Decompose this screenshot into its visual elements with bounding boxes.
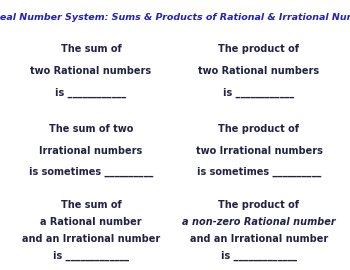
- Text: The sum of: The sum of: [61, 44, 121, 54]
- Text: is sometimes __________: is sometimes __________: [29, 167, 153, 177]
- Text: is _____________: is _____________: [53, 251, 129, 261]
- Text: two Rational numbers: two Rational numbers: [198, 66, 320, 76]
- Text: The sum of: The sum of: [61, 200, 121, 210]
- Text: The Real Number System: Sums & Products of Rational & Irrational Numbers: The Real Number System: Sums & Products …: [0, 13, 350, 22]
- Text: a Rational number: a Rational number: [40, 217, 142, 227]
- Text: a non-zero Rational number: a non-zero Rational number: [182, 217, 336, 227]
- Text: and an Irrational number: and an Irrational number: [22, 234, 160, 244]
- Text: Irrational numbers: Irrational numbers: [39, 146, 143, 156]
- Text: The product of: The product of: [218, 200, 300, 210]
- Text: The product of: The product of: [218, 124, 300, 134]
- Text: The sum of two: The sum of two: [49, 124, 133, 134]
- Text: The product of: The product of: [218, 44, 300, 54]
- Text: two Rational numbers: two Rational numbers: [30, 66, 152, 76]
- Text: is ____________: is ____________: [223, 87, 295, 97]
- Text: is ____________: is ____________: [55, 87, 127, 97]
- Text: two Irrational numbers: two Irrational numbers: [196, 146, 322, 156]
- Text: is _____________: is _____________: [221, 251, 297, 261]
- Text: is sometimes __________: is sometimes __________: [197, 167, 321, 177]
- Text: and an Irrational number: and an Irrational number: [190, 234, 328, 244]
